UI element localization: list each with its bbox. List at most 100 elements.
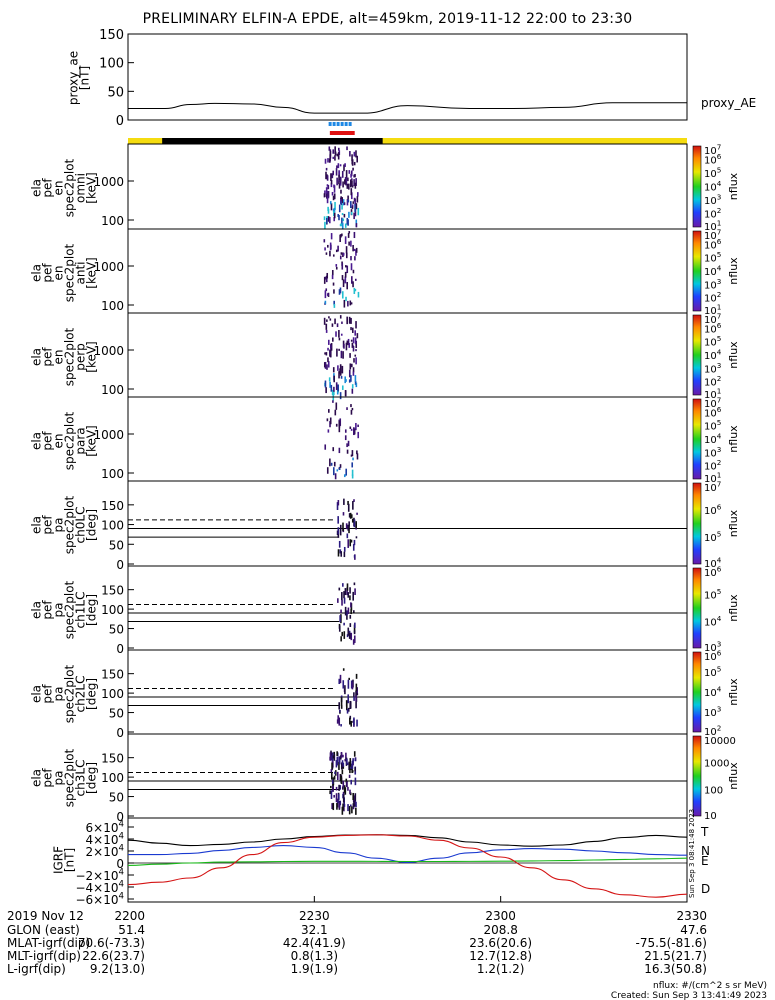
igrf-panel-frame [127,817,688,903]
energy-colorbar-1-tick-label: 102 [704,290,721,305]
igrf-ytick-label: −2×104 [75,868,124,883]
energy-pixel [346,146,348,151]
pitch-spectrogram-2 [336,668,359,727]
energy-pixel [351,407,354,411]
pitch-pixel [355,701,357,709]
energy-pixel [337,365,339,371]
igrf-legend-E: E [701,854,709,868]
energy-pixel [346,199,349,206]
pitch-pixel [353,800,355,808]
pitch-pixel [345,752,347,760]
pitch-pixel [338,540,341,548]
igrf-ytick-label: 2×104 [86,844,124,859]
pitch-ytick-label: 50 [109,707,124,721]
science-zone-blue [348,122,352,126]
energy-pixel [346,217,349,225]
energy-ytick-label: 1000 [93,260,124,274]
energy-pixel [325,387,327,394]
pitch-pixel [338,762,340,770]
pitch-pixel [333,794,335,798]
energy-pixel [349,426,352,429]
pitch-panel-ylabel-line: [deg] [85,678,99,710]
energy-ytick-label: 100 [101,383,124,397]
energy-pixel [339,224,342,227]
orbit-bar-black [162,138,383,144]
pitch-pixel [340,705,343,709]
energy-pixel [341,365,344,374]
pitch-pixel [343,551,346,558]
pitch-ytick-label: 100 [101,687,124,701]
science-zone-blue [336,122,340,126]
pitch-pixel [333,775,336,780]
energy-pixel [347,219,349,226]
pitch-pixel [342,794,345,803]
pitch-pixel [353,635,356,643]
proxy-ae-ytick-label: 150 [99,28,124,43]
pitch-pixel [353,555,356,558]
energy-pixel [351,206,354,209]
igrf-series-N [127,845,688,863]
pitch-pixel [349,700,352,709]
energy-colorbar-3-label: nflux [727,425,740,453]
energy-pixel [356,155,359,163]
energy-pixel [341,275,344,281]
energy-pixel [327,357,329,363]
energy-pixel [350,256,352,261]
energy-panel-ylabel-line: anti [74,262,88,285]
pitch-pixel [340,609,342,614]
energy-pixel [357,291,360,298]
energy-pixel [323,193,326,198]
pitch-pixel [351,766,353,774]
pitch-pixel [342,680,345,689]
energy-pixel [346,183,349,189]
energy-pixel [355,321,357,329]
x-annotation-value: 9.2(13.0) [90,962,145,976]
energy-pixel [342,218,345,222]
pitch-pixel [352,591,354,601]
energy-pixel [329,318,332,321]
energy-colorbar-2 [692,314,702,396]
energy-colorbar-3-tick-label: 102 [704,458,721,473]
energy-pixel [338,215,340,221]
energy-pixel [325,288,328,292]
pitch-pixel [330,790,333,799]
energy-pixel [329,242,332,251]
energy-pixel [324,300,327,305]
energy-pixel [338,180,340,185]
science-zone-blue [340,122,344,126]
x-annotation-value: -75.5(-81.6) [636,936,707,950]
energy-pixel [345,379,347,382]
energy-pixel [323,216,326,221]
pitch-pixel [335,760,338,768]
pitch-pixel [347,500,349,506]
energy-pixel [323,239,326,243]
pitch-pixel [341,599,343,606]
pitch-pixel [354,588,356,596]
energy-pixel [353,197,356,202]
energy-pixel [324,380,327,388]
energy-pixel [347,300,349,307]
energy-pixel [342,351,344,359]
pitch-pixel [351,806,353,814]
energy-pixel [341,203,343,210]
energy-pixel [346,316,348,325]
energy-pixel [323,276,326,284]
pitch-panel-ylabel-line: pa [52,518,66,533]
energy-pixel [338,204,341,213]
energy-pixel [339,418,342,426]
pitch-pixel [347,592,350,598]
energy-pixel [346,407,348,410]
pitch-panel-ylabel-line: [deg] [85,509,99,541]
energy-panel-frame [127,228,688,314]
energy-pixel [349,300,352,306]
energy-pixel [345,252,348,259]
pitch-panel-ylabel-line: spec2plot [63,748,77,807]
energy-pixel [353,151,356,157]
pitch-pixel [338,625,341,632]
igrf-series-D [127,834,688,898]
energy-pixel [352,346,355,352]
igrf-ylabel-line: IGRF [52,846,66,874]
energy-pixel [342,199,345,206]
energy-pixel [351,159,354,165]
x-annotation-value: 2230 [299,909,330,923]
